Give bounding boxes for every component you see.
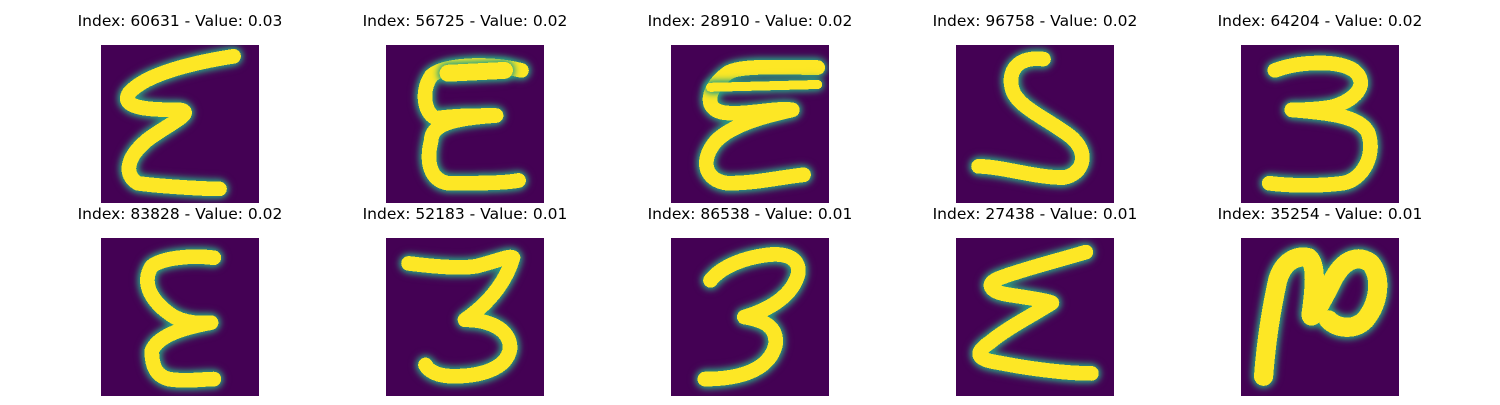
handwritten-digit-3-icon xyxy=(671,238,829,396)
digit-panel: Index: 83828 - Value: 0.02 xyxy=(60,205,300,405)
panel-title: Index: 52183 - Value: 0.01 xyxy=(362,205,568,223)
handwritten-digit-3-mirrored-icon xyxy=(671,45,829,203)
handwritten-digit-2-icon xyxy=(1241,238,1399,396)
panel-title: Index: 27438 - Value: 0.01 xyxy=(932,205,1138,223)
digit-panel: Index: 64204 - Value: 0.02 xyxy=(1200,12,1440,212)
digit-panel: Index: 96758 - Value: 0.02 xyxy=(915,12,1155,212)
handwritten-digit-3-mirrored-icon xyxy=(956,238,1114,396)
digit-panel: Index: 52183 - Value: 0.01 xyxy=(345,205,585,405)
handwritten-digit-5-icon xyxy=(956,45,1114,203)
digit-panel: Index: 86538 - Value: 0.01 xyxy=(630,205,870,405)
panel-title: Index: 96758 - Value: 0.02 xyxy=(932,12,1138,30)
panel-title: Index: 86538 - Value: 0.01 xyxy=(647,205,853,223)
digit-panel: Index: 56725 - Value: 0.02 xyxy=(345,12,585,212)
handwritten-digit-3-mirrored-icon xyxy=(386,45,544,203)
handwritten-digit-3-icon xyxy=(386,238,544,396)
digit-panel: Index: 27438 - Value: 0.01 xyxy=(915,205,1155,405)
handwritten-digit-3-icon xyxy=(1241,45,1399,203)
digit-panel: Index: 60631 - Value: 0.03 xyxy=(60,12,300,212)
handwritten-digit-3-mirrored-icon xyxy=(101,45,259,203)
panel-title: Index: 35254 - Value: 0.01 xyxy=(1217,205,1423,223)
panel-title: Index: 64204 - Value: 0.02 xyxy=(1217,12,1423,30)
panel-title: Index: 28910 - Value: 0.02 xyxy=(647,12,853,30)
panel-title: Index: 56725 - Value: 0.02 xyxy=(362,12,568,30)
digit-panel: Index: 28910 - Value: 0.02 xyxy=(630,12,870,212)
handwritten-digit-3-mirrored-icon xyxy=(101,238,259,396)
panel-title: Index: 60631 - Value: 0.03 xyxy=(77,12,283,30)
panel-title: Index: 83828 - Value: 0.02 xyxy=(77,205,283,223)
digit-panel: Index: 35254 - Value: 0.01 xyxy=(1200,205,1440,405)
